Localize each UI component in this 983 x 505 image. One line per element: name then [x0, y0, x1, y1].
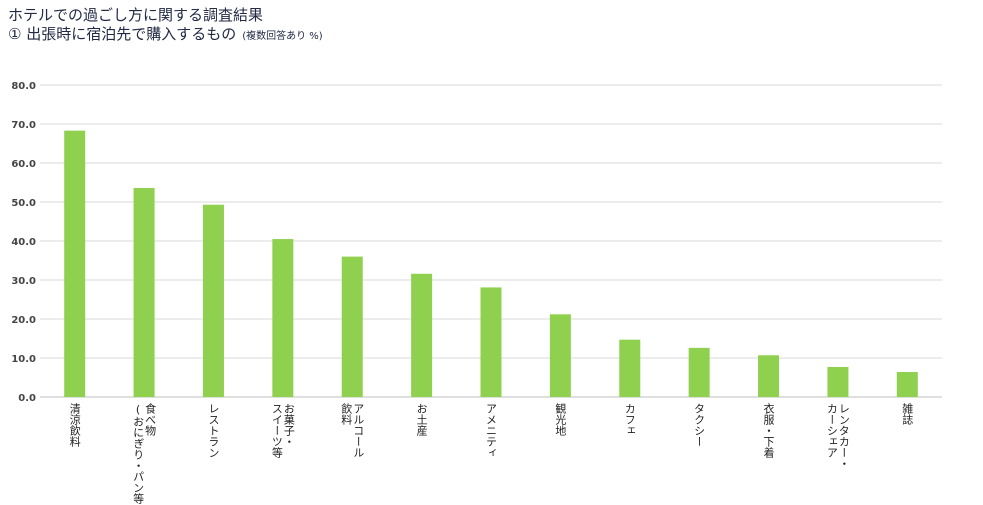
y-tick-label: 80.0	[11, 81, 36, 92]
bar	[549, 314, 571, 397]
category-label: スイーツ等	[270, 403, 283, 458]
category-label: 飲料	[340, 402, 353, 426]
category-label: 衣服・下着	[762, 402, 775, 459]
bar	[341, 256, 363, 397]
category-label: アルコール	[352, 403, 365, 458]
y-tick-label: 10.0	[11, 354, 36, 365]
category-label: アメニティ	[485, 403, 498, 458]
y-tick-label: 30.0	[11, 276, 36, 287]
category-label: 観光地	[554, 402, 567, 436]
bar	[202, 204, 224, 397]
category-label: 清涼飲料	[68, 403, 81, 448]
bar	[64, 130, 86, 397]
y-tick-label: 70.0	[11, 120, 36, 131]
category-label: 雑誌	[901, 402, 914, 425]
bar	[133, 187, 155, 397]
title-block: ホテルでの過ごし方に関する調査結果 ① 出張時に宿泊先で購入するもの (複数回答あ…	[8, 6, 323, 46]
bar	[411, 273, 433, 397]
bar	[896, 372, 918, 397]
y-tick-label: 40.0	[11, 237, 36, 248]
category-label: カフェ	[623, 403, 636, 436]
chart-title: ホテルでの過ごし方に関する調査結果	[8, 6, 264, 24]
bar	[480, 287, 502, 397]
category-label: タクシー	[693, 403, 706, 447]
category-label: レストラン	[207, 403, 220, 458]
bar	[619, 339, 641, 397]
bar	[272, 239, 294, 397]
category-label: 食べ物	[144, 402, 157, 436]
y-tick-label: 0.0	[18, 393, 36, 404]
chart-note: (複数回答あり %)	[242, 31, 323, 42]
category-label: お土産	[415, 403, 428, 437]
bar	[758, 355, 780, 397]
bar	[827, 366, 849, 397]
y-tick-label: 50.0	[11, 198, 36, 209]
category-label: レンタカー・	[837, 403, 850, 469]
category-label: カーシェア	[825, 403, 838, 458]
y-tick-label: 20.0	[11, 315, 36, 326]
category-label: (おにぎり・パン等)	[132, 403, 145, 505]
category-label: お菓子・	[282, 403, 295, 447]
y-tick-label: 60.0	[11, 159, 36, 170]
chart-subtitle: ① 出張時に宿泊先で購入するもの (複数回答あり %)	[8, 25, 323, 46]
bar	[688, 347, 710, 397]
chart-subtitle-text: ① 出張時に宿泊先で購入するもの	[8, 25, 237, 43]
